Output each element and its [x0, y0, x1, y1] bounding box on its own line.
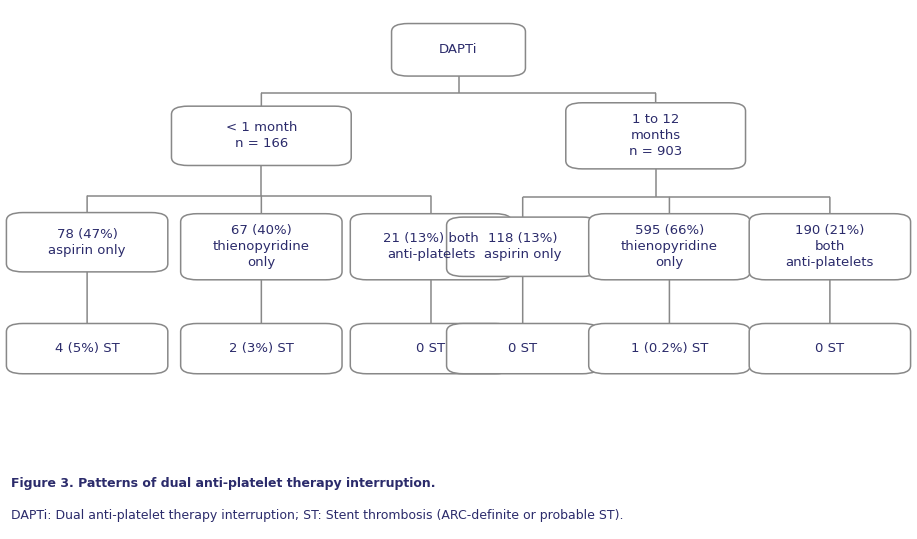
FancyBboxPatch shape — [181, 213, 342, 280]
Text: DAPTi: Dual anti-platelet therapy interruption; ST: Stent thrombosis (ARC-defini: DAPTi: Dual anti-platelet therapy interr… — [11, 509, 624, 522]
Text: 0 ST: 0 ST — [416, 342, 446, 355]
Text: 595 (66%)
thienopyridine
only: 595 (66%) thienopyridine only — [621, 224, 718, 270]
Text: 1 to 12
months
n = 903: 1 to 12 months n = 903 — [629, 113, 682, 158]
Text: 67 (40%)
thienopyridine
only: 67 (40%) thienopyridine only — [213, 224, 310, 270]
Text: 0 ST: 0 ST — [815, 342, 845, 355]
Text: 4 (5%) ST: 4 (5%) ST — [55, 342, 119, 355]
FancyBboxPatch shape — [589, 323, 750, 374]
FancyBboxPatch shape — [350, 213, 512, 280]
Text: 118 (13%)
aspirin only: 118 (13%) aspirin only — [484, 232, 561, 261]
FancyBboxPatch shape — [566, 103, 746, 169]
Text: 2 (3%) ST: 2 (3%) ST — [229, 342, 293, 355]
FancyBboxPatch shape — [181, 323, 342, 374]
FancyBboxPatch shape — [589, 213, 750, 280]
FancyBboxPatch shape — [392, 24, 525, 76]
FancyBboxPatch shape — [447, 217, 599, 277]
Text: DAPTi: DAPTi — [439, 43, 478, 56]
Text: 21 (13%) both
anti-platelets: 21 (13%) both anti-platelets — [383, 232, 479, 261]
Text: 0 ST: 0 ST — [508, 342, 537, 355]
Text: < 1 month
n = 166: < 1 month n = 166 — [226, 121, 297, 150]
Text: 1 (0.2%) ST: 1 (0.2%) ST — [631, 342, 708, 355]
FancyBboxPatch shape — [749, 323, 911, 374]
FancyBboxPatch shape — [350, 323, 512, 374]
FancyBboxPatch shape — [447, 323, 599, 374]
FancyBboxPatch shape — [171, 106, 351, 165]
Text: 78 (47%)
aspirin only: 78 (47%) aspirin only — [49, 227, 126, 257]
Text: Figure 3. Patterns of dual anti-platelet therapy interruption.: Figure 3. Patterns of dual anti-platelet… — [11, 477, 436, 490]
FancyBboxPatch shape — [749, 213, 911, 280]
Text: 190 (21%)
both
anti-platelets: 190 (21%) both anti-platelets — [786, 224, 874, 270]
FancyBboxPatch shape — [6, 212, 168, 272]
FancyBboxPatch shape — [6, 323, 168, 374]
